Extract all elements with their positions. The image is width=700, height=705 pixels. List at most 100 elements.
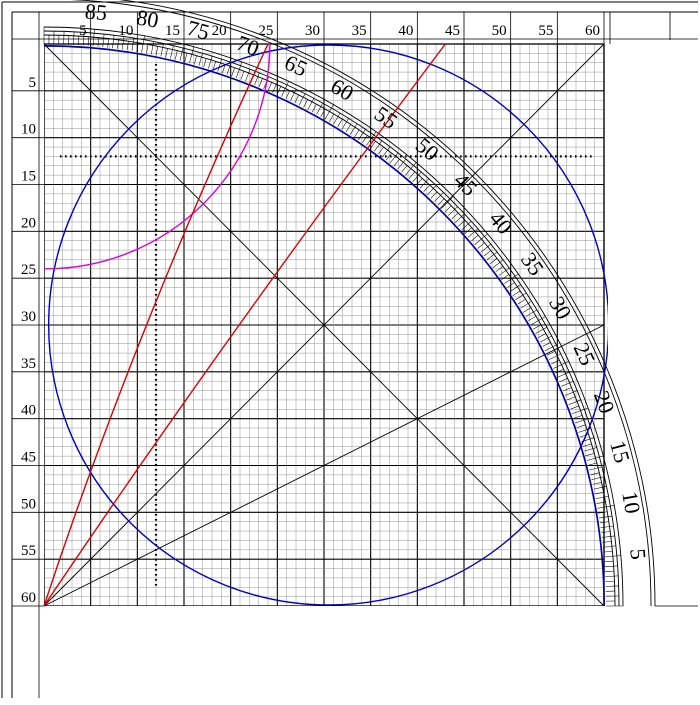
arc-tick bbox=[551, 360, 559, 364]
arc-tick bbox=[354, 130, 359, 138]
arc-tick bbox=[312, 104, 316, 112]
left-scale-label: 20 bbox=[21, 215, 36, 231]
arc-tick bbox=[166, 49, 168, 58]
arc-tick bbox=[601, 531, 610, 532]
degree-label: 60 bbox=[326, 73, 358, 106]
left-scale-label: 5 bbox=[29, 75, 37, 91]
arc-tick bbox=[199, 53, 203, 65]
degree-label: 85 bbox=[84, 0, 108, 25]
arc-tick bbox=[496, 266, 503, 271]
top-scale-label: 60 bbox=[585, 23, 600, 39]
top-scale-label: 15 bbox=[165, 23, 180, 39]
arc-tick bbox=[175, 51, 177, 60]
arc-tick bbox=[543, 342, 551, 346]
top-scale-label: 40 bbox=[398, 23, 413, 39]
arc-tick bbox=[441, 197, 453, 209]
arc-tick bbox=[333, 113, 340, 124]
arc-tick bbox=[502, 274, 509, 279]
arc-tick bbox=[484, 251, 491, 257]
top-scale-label: 30 bbox=[305, 23, 320, 39]
left-scale-label: 30 bbox=[21, 309, 36, 325]
left-scale-label: 25 bbox=[21, 262, 36, 278]
degree-label: 10 bbox=[617, 489, 645, 515]
arc-tick bbox=[478, 243, 485, 249]
arc-tick bbox=[475, 234, 488, 245]
arc-tick bbox=[601, 526, 614, 528]
arc-tick bbox=[569, 400, 581, 405]
arc-tick bbox=[112, 35, 114, 48]
arc-tick bbox=[580, 434, 589, 437]
arc-tick bbox=[510, 284, 521, 291]
arc-tick bbox=[603, 551, 612, 552]
arc-tick bbox=[583, 444, 592, 447]
arc-tick bbox=[599, 516, 612, 518]
arc-tick bbox=[358, 129, 365, 140]
degree-label: 45 bbox=[449, 168, 482, 201]
left-scale-label: 60 bbox=[21, 590, 36, 606]
top-scale-label: 35 bbox=[352, 23, 367, 39]
degree-label: 80 bbox=[135, 4, 161, 32]
arc-tick bbox=[605, 571, 614, 572]
arc-tick bbox=[362, 135, 367, 142]
arc-tick bbox=[604, 556, 621, 557]
arc-tick bbox=[185, 53, 187, 62]
arc-tick bbox=[438, 199, 444, 205]
arc-tick bbox=[161, 44, 164, 57]
left-scale-label: 45 bbox=[21, 450, 36, 466]
arc-tick bbox=[592, 477, 605, 480]
arc-tick bbox=[604, 561, 613, 562]
arc-tick bbox=[596, 496, 609, 498]
left-scale-label: 50 bbox=[21, 496, 36, 512]
degree-label: 20 bbox=[589, 387, 620, 416]
degree-label: 15 bbox=[605, 438, 635, 466]
arc-tick bbox=[378, 147, 383, 154]
arc-tick bbox=[515, 293, 526, 300]
arc-tick bbox=[465, 228, 472, 234]
arc-tick bbox=[338, 119, 343, 127]
arc-tick bbox=[304, 100, 308, 108]
arc-tick bbox=[208, 56, 212, 68]
arc-tick bbox=[259, 78, 262, 86]
arc-tick bbox=[603, 546, 616, 547]
arc-tick bbox=[567, 397, 575, 400]
degree-label: 35 bbox=[516, 248, 549, 280]
arc-tick bbox=[589, 467, 602, 470]
arc-tick bbox=[605, 566, 618, 567]
arc-tick bbox=[156, 46, 158, 55]
arc-tick bbox=[241, 71, 244, 79]
arc-tick bbox=[295, 95, 299, 103]
arc-tick bbox=[521, 301, 532, 308]
arc-tick bbox=[350, 124, 357, 135]
arc-tick bbox=[170, 46, 173, 59]
arc-tick bbox=[577, 425, 586, 428]
arc-tick bbox=[523, 308, 531, 313]
left-scale-label: 40 bbox=[21, 403, 36, 419]
top-scale-label: 20 bbox=[212, 23, 227, 39]
top-scale-label: 45 bbox=[445, 23, 460, 39]
arc-tick bbox=[103, 34, 104, 47]
arc-tick bbox=[605, 576, 618, 577]
arc-tick bbox=[588, 463, 597, 465]
degree-label: 40 bbox=[484, 206, 517, 239]
left-scale-label: 35 bbox=[21, 356, 36, 372]
top-scale-label: 10 bbox=[118, 23, 133, 39]
degree-label: 55 bbox=[370, 101, 402, 134]
arc-tick bbox=[108, 39, 109, 48]
top-scale-label: 55 bbox=[538, 23, 553, 39]
arc-tick bbox=[471, 235, 478, 241]
arc-tick bbox=[518, 299, 526, 304]
arc-tick bbox=[557, 372, 569, 377]
degree-label: 5 bbox=[625, 547, 651, 560]
left-scale-label: 10 bbox=[21, 122, 36, 138]
arc-tick bbox=[570, 406, 578, 409]
arc-tick bbox=[194, 56, 196, 65]
arc-tick bbox=[268, 82, 272, 90]
arc-tick bbox=[405, 162, 416, 175]
arc-tick bbox=[561, 381, 573, 386]
arc-tick bbox=[218, 59, 222, 71]
arc-tick bbox=[180, 48, 183, 61]
top-scale-label: 50 bbox=[492, 23, 507, 39]
